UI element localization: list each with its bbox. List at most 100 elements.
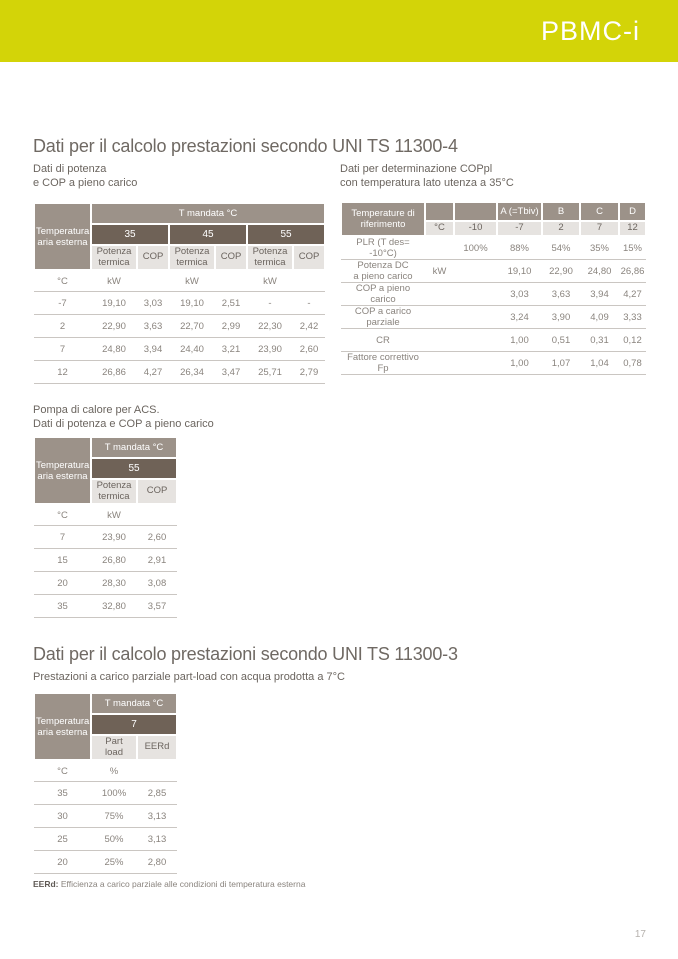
value-cell — [425, 351, 454, 375]
unit-cell: kW — [263, 275, 277, 287]
unit-cell — [215, 270, 247, 292]
value-cell — [425, 305, 454, 329]
value-cell: 75% — [91, 804, 137, 828]
value-cell: 26,80 — [91, 548, 137, 572]
value-cell: 24,40 — [169, 337, 215, 361]
table-header-row: 55 — [34, 457, 179, 480]
power-cop-table-subtitle: Dati di potenza e COP a pieno carico — [33, 163, 138, 189]
column-header-cell: B — [541, 201, 581, 222]
row-header-cell: 20 — [34, 850, 91, 874]
row-header-cell: PLR (T des= -10°C) — [341, 235, 425, 260]
table-header-row: Temperatura aria esterna T mandata °C — [33, 436, 179, 505]
table-header-row: Potenza termica COP — [34, 478, 179, 505]
value-cell: 25,71 — [247, 360, 293, 384]
corner-header-cell: Temperatura aria esterna — [33, 436, 92, 505]
ref-temp-cell: 12 — [618, 220, 647, 237]
ref-temp-cell: 2 — [541, 220, 581, 237]
value-cell: 35% — [580, 235, 619, 260]
value-cell: 2,60 — [293, 337, 326, 361]
column-header-cell: Potenza termica — [168, 244, 216, 271]
flow-temp-cell: 45 — [168, 223, 248, 246]
table-row: 20 28,30 3,08 — [34, 571, 178, 595]
page-number: 17 — [634, 929, 646, 940]
value-cell: 3,03 — [497, 282, 542, 306]
unit-cell — [137, 270, 169, 292]
value-cell: 23,90 — [247, 337, 293, 361]
value-cell: 15% — [619, 235, 646, 260]
table-row: 20 25% 2,80 — [34, 850, 178, 874]
value-cell: 3,63 — [542, 282, 580, 306]
value-cell — [454, 305, 497, 329]
blank-header-cell — [424, 201, 455, 222]
unit-cell: °C — [57, 275, 68, 287]
partload-table-subtitle: Prestazioni a carico parziale part-load … — [33, 671, 345, 683]
value-cell: 1,00 — [497, 351, 542, 375]
column-header-cell: D — [618, 201, 647, 222]
row-header-cell: COP a carico parziale — [341, 305, 425, 329]
unit-cell — [137, 504, 177, 526]
value-cell: 0,78 — [619, 351, 646, 375]
value-cell: 100% — [454, 235, 497, 260]
unit-cell: kW — [107, 509, 121, 521]
flow-temp-cell: 55 — [245, 223, 327, 246]
coppl-table-subtitle: Dati per determinazione COPpl con temper… — [340, 163, 514, 189]
table-row: COP a pieno carico 3,03 3,63 3,94 4,27 — [341, 282, 646, 306]
table-row: 30 75% 3,13 — [34, 804, 178, 828]
table-body: PLR (T des= -10°C) 100% 88% 54% 35% 15% Potenz… — [341, 235, 646, 375]
row-header-cell: 35 — [34, 594, 91, 618]
value-cell — [425, 282, 454, 306]
row-header-cell: 15 — [34, 548, 91, 572]
value-cell: 3,33 — [619, 305, 646, 329]
unit-cell: °C — [57, 765, 68, 777]
ref-temp-cell: -7 — [496, 220, 543, 237]
column-header-cell: C — [579, 201, 620, 222]
row-header-cell: Fattore correttivo Fp — [341, 351, 425, 375]
table-row: Fattore correttivo Fp 1,00 1,07 1,04 0,78 — [341, 351, 646, 375]
table-header-row: Temperature di riferimento A (=Tbiv) B C… — [340, 201, 647, 237]
value-cell: 100% — [91, 781, 137, 805]
value-cell: 3,47 — [215, 360, 247, 384]
section-title-uni-ts-11300-3: Dati per il calcolo prestazioni secondo … — [33, 644, 458, 664]
value-cell: 1,04 — [580, 351, 619, 375]
value-cell: 0,12 — [619, 328, 646, 352]
row-header-cell: 20 — [34, 571, 91, 595]
value-cell: 22,90 — [542, 259, 580, 283]
column-header-cell: EERd — [135, 734, 179, 761]
value-cell: 2,42 — [293, 314, 326, 338]
table-row: 7 23,90 2,60 — [34, 525, 178, 549]
value-cell: 24,80 — [580, 259, 619, 283]
units-row: °C % — [34, 760, 177, 782]
table-row: Potenza DC a pieno carico kW 19,10 22,90 24,… — [341, 259, 646, 283]
value-cell: 3,90 — [542, 305, 580, 329]
value-cell: 3,03 — [137, 291, 169, 315]
corner-header-cell: Temperatura aria esterna — [33, 692, 92, 761]
corner-header-cell: Temperatura aria esterna — [33, 202, 92, 271]
table-header-row: °C -10 -7 2 7 12 — [341, 220, 647, 237]
value-cell: 2,51 — [215, 291, 247, 315]
table-row: CR 1,00 0,51 0,31 0,12 — [341, 328, 646, 352]
table-header-row: Potenza termica COP Potenza termica COP … — [34, 244, 327, 271]
acs-table: Temperatura aria esterna T mandata °C 55… — [33, 436, 179, 618]
value-cell: 2,80 — [137, 850, 178, 874]
row-header-cell: 30 — [34, 804, 91, 828]
value-cell: 26,34 — [169, 360, 215, 384]
ref-temp-cell: °C — [424, 220, 455, 237]
table-row: 2 22,90 3,63 22,70 2,99 22,30 2,42 — [34, 314, 326, 338]
value-cell: 3,21 — [215, 337, 247, 361]
row-header-cell: 25 — [34, 827, 91, 851]
ref-temp-cell: 7 — [579, 220, 620, 237]
value-cell: 22,70 — [169, 314, 215, 338]
value-cell: 0,31 — [580, 328, 619, 352]
value-cell: 32,80 — [91, 594, 137, 618]
product-name: PBMC-i — [541, 15, 640, 46]
value-cell: 3,13 — [137, 827, 178, 851]
table-row: 7 24,80 3,94 24,40 3,21 23,90 2,60 — [34, 337, 326, 361]
ref-temp-cell: -10 — [453, 220, 498, 237]
table-row: 25 50% 3,13 — [34, 827, 178, 851]
units-row: °C kW — [34, 504, 177, 526]
table-header-row: Temperatura aria esterna T mandata °C — [33, 202, 327, 271]
column-header-cell: Potenza termica — [90, 244, 138, 271]
table-header-row: 35 45 55 — [34, 223, 327, 246]
table-row: PLR (T des= -10°C) 100% 88% 54% 35% 15% — [341, 235, 646, 260]
value-cell: 19,10 — [91, 291, 137, 315]
